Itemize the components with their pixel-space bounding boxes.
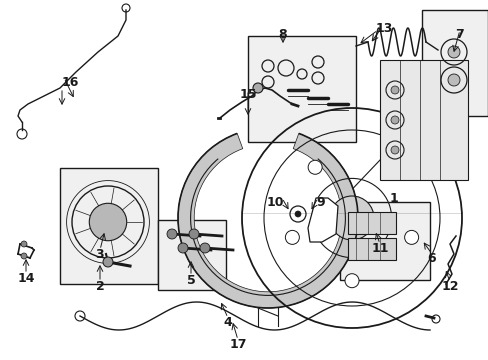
Circle shape <box>345 274 358 288</box>
Text: 7: 7 <box>455 28 464 41</box>
Bar <box>379 60 467 180</box>
Wedge shape <box>178 134 357 308</box>
Circle shape <box>390 146 398 154</box>
Circle shape <box>447 46 459 58</box>
Text: 9: 9 <box>315 196 324 209</box>
Bar <box>339 202 429 280</box>
Circle shape <box>447 74 459 86</box>
Bar <box>60 168 158 284</box>
Circle shape <box>21 253 27 259</box>
Text: 6: 6 <box>427 252 435 265</box>
Circle shape <box>329 196 373 240</box>
Text: 17: 17 <box>229 338 246 351</box>
Text: 2: 2 <box>96 280 104 293</box>
Text: 11: 11 <box>370 242 388 255</box>
Text: 3: 3 <box>96 248 104 261</box>
Circle shape <box>390 86 398 94</box>
Circle shape <box>285 230 299 244</box>
Circle shape <box>252 83 263 93</box>
Text: 5: 5 <box>186 274 195 287</box>
Text: 12: 12 <box>440 280 458 293</box>
Circle shape <box>167 229 177 239</box>
Text: 1: 1 <box>389 192 398 204</box>
Circle shape <box>189 229 199 239</box>
Bar <box>347 238 395 260</box>
Text: 4: 4 <box>223 316 232 329</box>
Circle shape <box>381 160 395 174</box>
Circle shape <box>21 241 27 247</box>
Text: 10: 10 <box>266 196 284 209</box>
Bar <box>247 36 355 142</box>
Bar <box>158 220 225 290</box>
Text: 16: 16 <box>62 76 79 89</box>
Bar <box>347 212 395 234</box>
Circle shape <box>307 160 322 174</box>
Circle shape <box>89 203 126 241</box>
Circle shape <box>200 243 209 253</box>
Circle shape <box>390 116 398 124</box>
Polygon shape <box>307 198 337 242</box>
Text: 8: 8 <box>278 28 287 41</box>
Circle shape <box>178 243 187 253</box>
Text: 13: 13 <box>375 22 392 35</box>
Circle shape <box>294 211 301 217</box>
Text: 15: 15 <box>239 88 256 101</box>
Text: 14: 14 <box>17 272 35 285</box>
Circle shape <box>404 230 418 244</box>
Bar <box>421 10 487 116</box>
Circle shape <box>103 257 113 267</box>
